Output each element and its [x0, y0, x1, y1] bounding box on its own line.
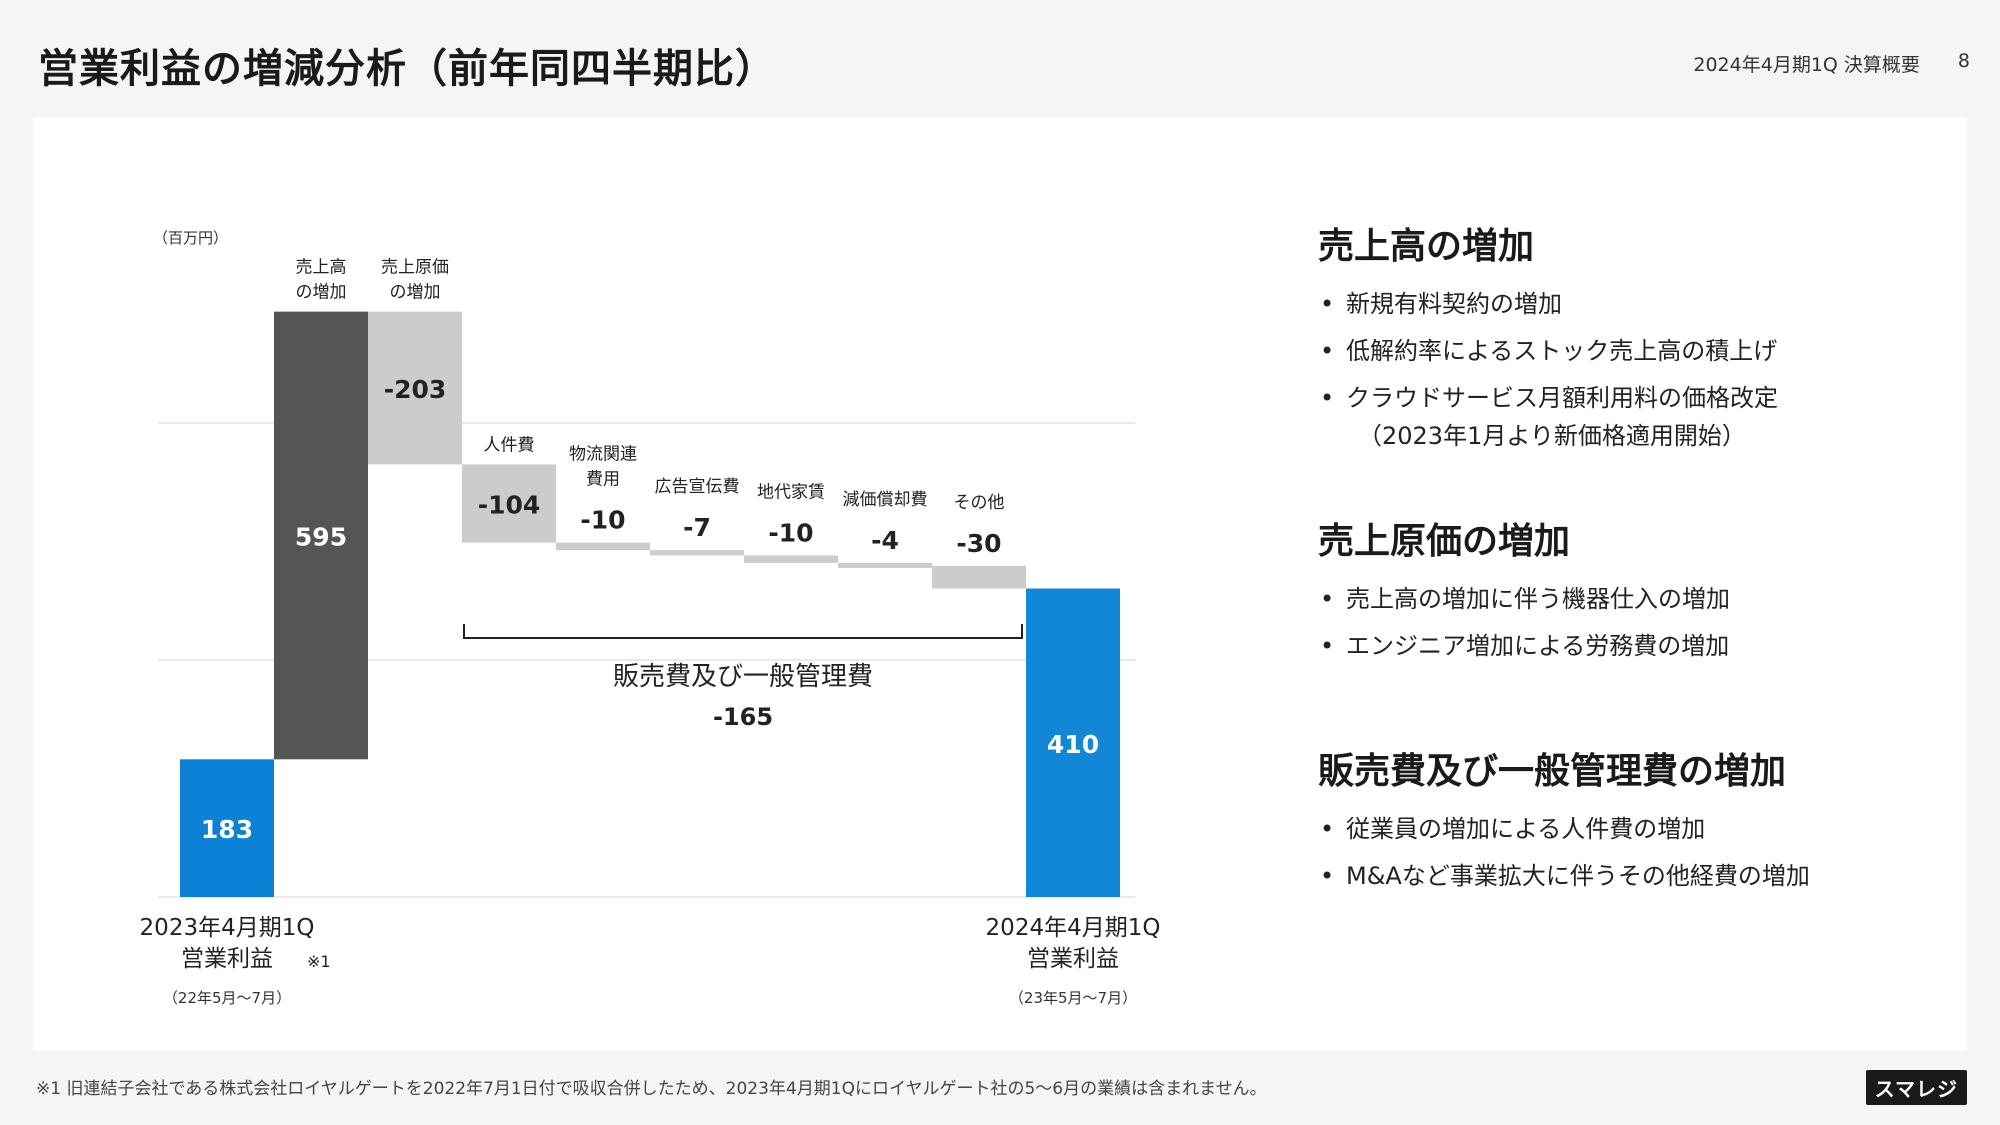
category-label-advertising: 広告宣伝費 — [655, 477, 740, 497]
section-heading: 販売費及び一般管理費の増加 — [1318, 751, 1787, 792]
bar-sales-increase — [274, 311, 368, 760]
list-item-text: クラウドサービス月額利用料の価格改定 — [1346, 384, 1778, 412]
company-logo: スマレジ — [1865, 1070, 1967, 1105]
list-item: 新規有料契約の増加 — [1318, 285, 1778, 323]
period-sub-label: （23年5月～7月） — [1009, 989, 1137, 1007]
section-list: 売上高の増加に伴う機器仕入の増加 エンジニア増加による労務費の増加 — [1318, 580, 1730, 665]
data-label-advertising: -7 — [683, 513, 711, 542]
category-label-start: 2023年4月期1Q — [140, 915, 315, 941]
bar-cogs-increase — [368, 311, 462, 465]
data-label-depreciation: -4 — [871, 526, 899, 555]
category-label-logistics: 物流関連 — [569, 445, 637, 465]
sga-group-value: -165 — [713, 703, 773, 731]
list-item: M&Aなど事業拡大に伴うその他経費の増加 — [1318, 857, 1810, 895]
category-label-depreciation: 減価償却費 — [843, 490, 928, 510]
section-sales: 売上高の増加 新規有料契約の増加 低解約率によるストック売上高の積上げ クラウド… — [1318, 217, 1778, 464]
section-heading: 売上原価の増加 — [1318, 521, 1571, 562]
sga-bracket — [463, 624, 1023, 639]
data-label-logistics: -10 — [580, 506, 625, 535]
section-list: 従業員の増加による人件費の増加 M&Aなど事業拡大に伴うその他経費の増加 — [1318, 810, 1810, 895]
category-label-end: 営業利益 — [1027, 946, 1119, 972]
sga-group-label: 販売費及び一般管理費 — [613, 662, 873, 692]
bar-personnel — [462, 464, 556, 543]
category-label-sales-increase: の増加 — [296, 283, 347, 303]
data-label-rent: -10 — [768, 518, 813, 547]
unit-label: （百万円） — [153, 229, 228, 247]
bar-logistics — [556, 542, 650, 551]
bar-depreciation — [838, 562, 932, 568]
data-label-cogs-increase: -203 — [384, 375, 447, 404]
list-item: エンジニア増加による労務費の増加 — [1318, 627, 1730, 665]
list-item: 従業員の増加による人件費の増加 — [1318, 810, 1810, 848]
data-label-other: -30 — [956, 529, 1001, 558]
bar-rent — [744, 555, 838, 563]
period-label: 2024年4月期1Q 決算概要 — [1693, 54, 1920, 76]
data-label-sales-increase: 595 — [295, 522, 347, 551]
section-list: 新規有料契約の増加 低解約率によるストック売上高の積上げ クラウドサービス月額利… — [1318, 285, 1778, 455]
page-title: 営業利益の増減分析（前年同四半期比） — [38, 46, 776, 92]
category-label-cogs-increase: の増加 — [390, 283, 441, 303]
data-label-start: 183 — [201, 815, 253, 844]
data-label-end: 410 — [1047, 730, 1099, 759]
category-label-rent: 地代家賃 — [757, 482, 825, 502]
category-label-personnel: 人件費 — [484, 435, 535, 455]
list-item: 売上高の増加に伴う機器仕入の増加 — [1318, 580, 1730, 618]
page-number: 8 — [1957, 50, 1970, 72]
header-meta: 2024年4月期1Q 決算概要 8 — [1693, 50, 1970, 77]
waterfall-chart: （百万円） 183 2023年4月期1Q 営業利益 ※1 （22年5月～7月） 595 売上高… — [140, 229, 1161, 1007]
bar-end — [1026, 588, 1120, 897]
footnote-marker: ※1 — [307, 952, 331, 971]
content-panel: （百万円） 183 2023年4月期1Q 営業利益 ※1 （22年5月～7月） 595 売上高… — [33, 117, 1967, 1051]
category-label-other: その他 — [954, 493, 1005, 513]
list-item: クラウドサービス月額利用料の価格改定 （2023年1月より新価格適用開始） — [1318, 379, 1778, 455]
section-sga: 販売費及び一般管理費の増加 従業員の増加による人件費の増加 M&Aなど事業拡大に… — [1318, 742, 1810, 904]
bar-start — [180, 759, 274, 897]
list-item-sub: （2023年1月より新価格適用開始） — [1358, 422, 1746, 450]
bar-other — [932, 565, 1026, 589]
period-sub-label: （22年5月～7月） — [163, 989, 291, 1007]
category-label-logistics: 費用 — [586, 470, 620, 490]
list-item: 低解約率によるストック売上高の積上げ — [1318, 332, 1778, 370]
section-cogs: 売上原価の増加 売上高の増加に伴う機器仕入の増加 エンジニア増加による労務費の増… — [1318, 512, 1730, 674]
category-label-cogs-increase: 売上原価 — [381, 258, 449, 278]
bar-advertising — [650, 550, 744, 556]
data-label-personnel: -104 — [478, 490, 541, 519]
category-label-sales-increase: 売上高 — [296, 258, 347, 278]
section-heading: 売上高の増加 — [1318, 226, 1535, 267]
category-label-start: 営業利益 — [181, 946, 273, 972]
footnote: ※1 旧連結子会社である株式会社ロイヤルゲートを2022年7月1日付で吸収合併し… — [36, 1079, 1267, 1099]
category-label-end: 2024年4月期1Q — [986, 915, 1161, 941]
